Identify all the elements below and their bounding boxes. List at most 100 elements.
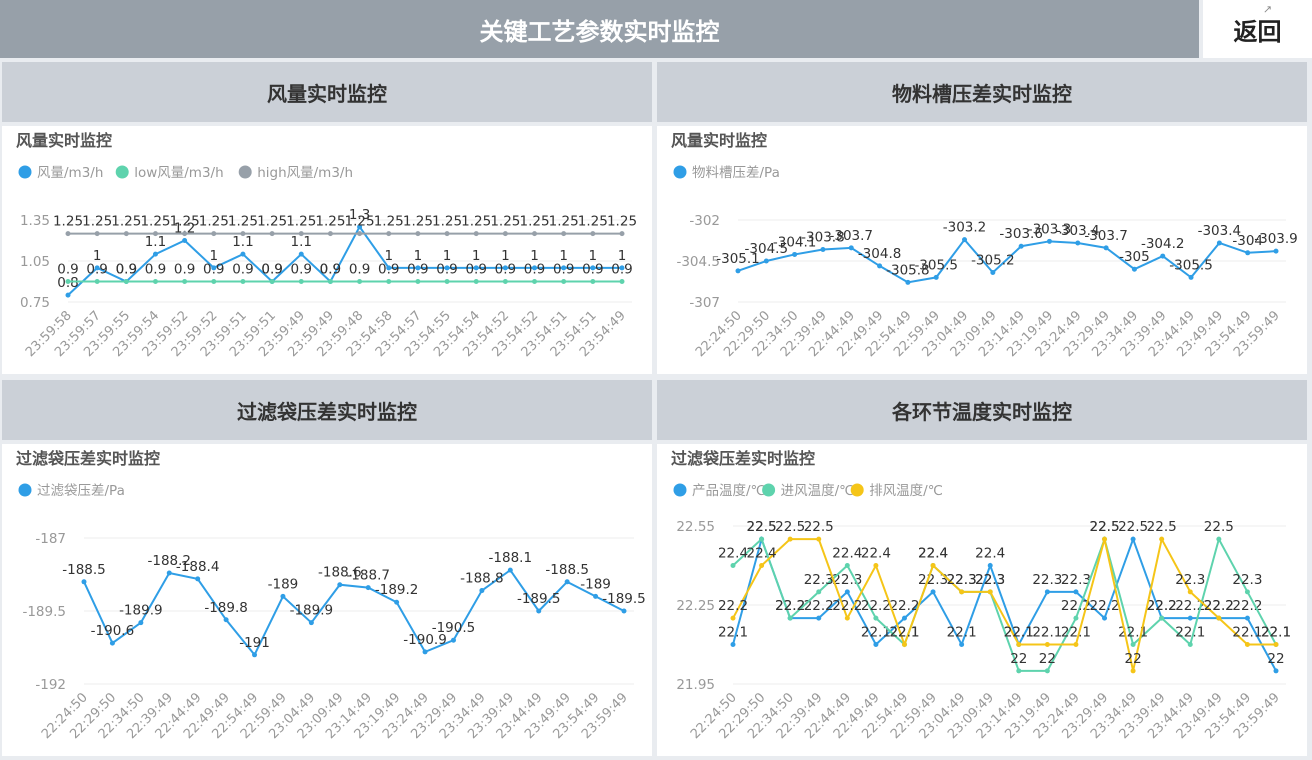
data-label: 22.1 [861,625,891,641]
series-line [737,238,1277,284]
data-point [269,279,275,284]
panel-header: 风量实时监控 [2,62,652,122]
data-point [759,563,765,568]
panel-tank-pressure: 物料槽压差实时监控 风量实时监控 物料槽压差/Pa -307 -304.5 -302 22… [657,62,1307,374]
legend-label: low风量/m3/h [134,165,223,181]
data-label: -303.6 [999,226,1043,242]
data-label: -189 [580,576,611,592]
data-label: -190.6 [91,623,135,639]
data-point [166,570,172,576]
data-label: 22.3 [975,572,1005,588]
y-tick-label: -302 [689,213,720,229]
data-point [450,637,456,643]
chart-container: 风量实时监控 物料槽压差/Pa -307 -304.5 -302 22:24:50 22:2… [657,126,1307,374]
data-label: 22.5 [804,519,834,535]
panel-title: 过滤袋压差实时监控 [237,399,417,424]
data-point [1018,243,1024,249]
data-point [415,265,421,271]
data-point [1273,248,1279,254]
data-label: 1.25 [578,214,608,230]
back-button[interactable]: 返回 [1203,0,1312,58]
data-label: 0.9 [611,262,632,278]
data-point [152,231,158,237]
data-point [1044,642,1050,647]
data-label: 0.9 [145,262,166,278]
data-label: -188.7 [346,568,390,584]
data-point [1073,615,1079,621]
data-label: 22 [1039,651,1056,667]
data-label: 1.1 [291,234,312,250]
data-point [1016,642,1022,647]
data-point [1273,642,1279,647]
data-label: 22.5 [1118,519,1148,535]
data-point [561,231,567,237]
chart-container: 过滤袋压差实时监控 产品温度/℃ 进风温度/℃ 排风温度/℃ 21.95 22.25 22.… [657,444,1307,756]
data-point [327,231,333,237]
chart-container: 过滤袋压差实时监控 过滤袋压差/Pa -192 -189.5 -187 22:24:50 2… [2,444,652,756]
data-point [593,593,599,599]
panel-title: 各环节温度实时监控 [892,399,1072,424]
panel-title: 风量实时监控 [267,81,387,106]
data-label: 1 [443,248,452,264]
data-point [873,563,879,568]
data-point [473,279,479,284]
data-label: 1.25 [345,214,375,230]
chart-title: 过滤袋压差实时监控 [671,449,815,468]
data-label: 1 [384,248,393,264]
data-label: -188.5 [62,562,106,578]
data-label: 22.1 [1004,625,1034,641]
data-label: 22.1 [1232,625,1262,641]
data-point [1044,668,1050,674]
y-tick-label: 21.95 [676,677,715,693]
panel-temperature: 各环节温度实时监控 过滤袋压差实时监控 产品温度/℃ 进风温度/℃ 排风温度/℃ 21.… [657,380,1307,756]
data-point [735,268,741,274]
data-point [444,265,450,271]
data-label: 1.1 [232,234,253,250]
series-line [732,535,1277,672]
data-point [873,615,879,621]
data-label: 22.3 [1232,572,1262,588]
data-point [308,620,314,626]
data-point [357,231,363,237]
data-label: -303.2 [943,220,987,236]
data-point [1244,642,1250,647]
data-point [415,231,421,237]
data-point [848,245,854,251]
data-point [730,563,736,568]
data-label: -189.8 [204,600,248,616]
data-label: -305 [1119,249,1150,265]
data-point [844,615,850,621]
data-point [65,292,71,298]
data-label: 0.9 [524,262,545,278]
data-label: 0.9 [116,262,137,278]
data-label: 0.9 [86,262,107,278]
data-point [502,231,508,237]
data-label: 0.9 [582,262,603,278]
data-label: 1.25 [199,214,229,230]
data-point [1103,245,1109,251]
data-label: 1 [618,248,627,264]
data-label: 22.1 [889,625,919,641]
data-point [1130,536,1136,542]
data-point [444,279,450,284]
data-label: -190.9 [403,632,447,648]
data-label: -303.7 [1084,228,1128,244]
data-label: 22 [1125,651,1142,667]
data-label: 22.2 [889,598,919,614]
data-label: 1 [209,248,218,264]
data-label: 0.9 [232,262,253,278]
data-point [844,563,850,568]
data-label: 22.1 [1004,625,1034,641]
data-point [138,620,144,626]
back-button-label: 返回 [1233,17,1282,46]
data-label: 22 [1267,651,1284,667]
data-label: 1.2 [174,221,195,237]
data-point [152,251,158,257]
data-label: 1.25 [519,214,549,230]
data-label: -189.2 [375,582,419,598]
data-point [959,642,965,647]
data-label: -188.2 [147,553,191,569]
data-point [94,279,100,284]
